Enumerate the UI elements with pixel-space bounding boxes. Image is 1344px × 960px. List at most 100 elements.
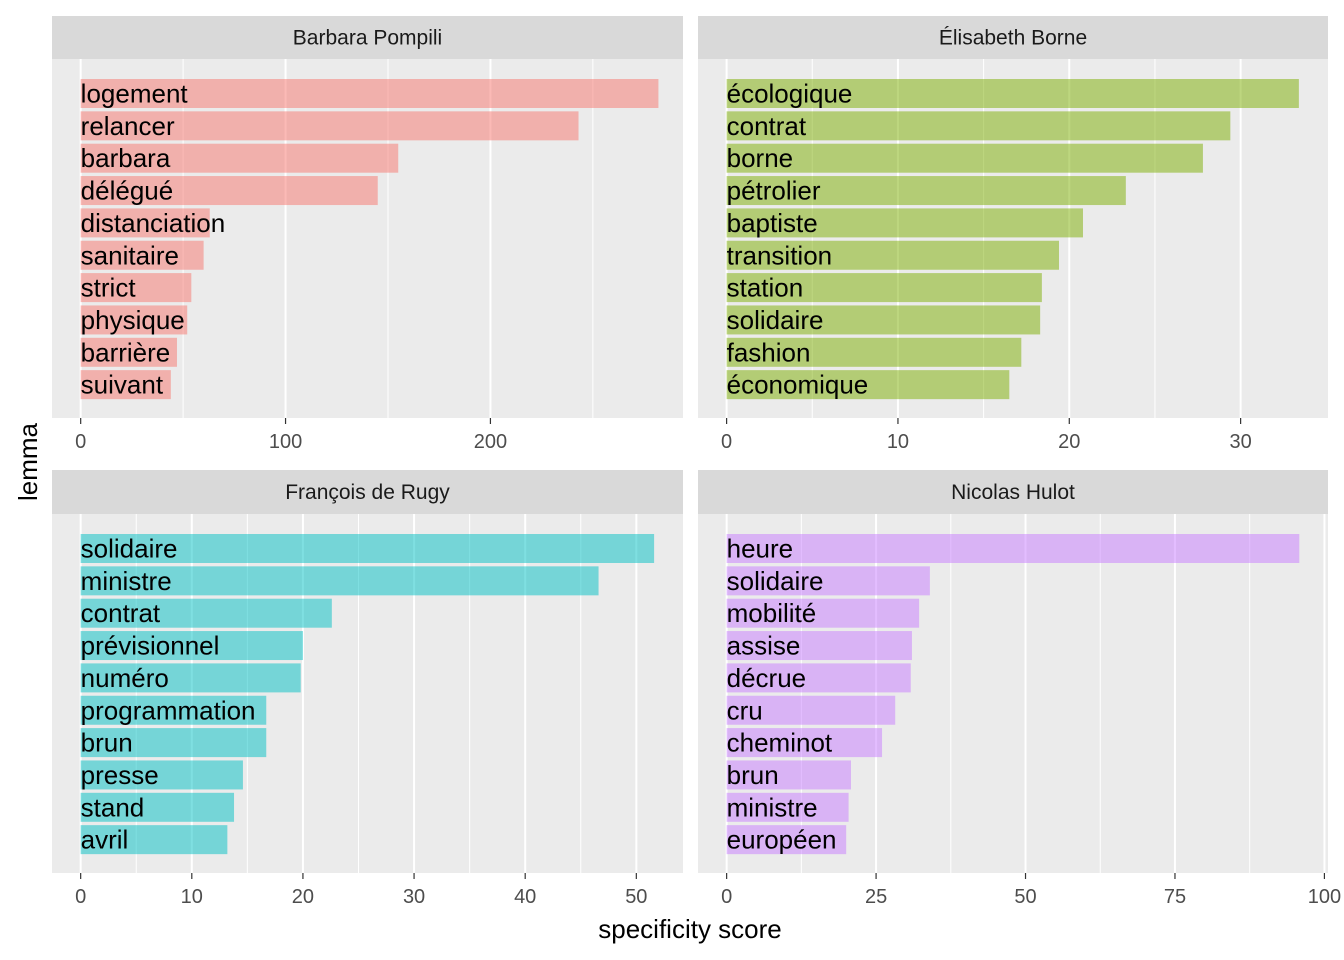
- bar-label: cheminot: [727, 728, 833, 758]
- bar-sanitaire: [80, 240, 204, 270]
- x-tick-label: 40: [514, 886, 536, 908]
- bar-label: stand: [81, 792, 145, 822]
- bar-label: brun: [81, 728, 133, 758]
- panel-3: Nicolas Hulot 0 25 50 75 100 heuresolidairemob…: [698, 470, 1341, 908]
- x-tick-label: 10: [181, 886, 203, 908]
- bar-fashion: [726, 337, 1022, 367]
- x-tick-label: 0: [721, 886, 732, 908]
- x-tick-label: 100: [269, 431, 302, 453]
- bar-label: borne: [727, 143, 794, 173]
- bar-label: presse: [81, 760, 159, 790]
- bar-contrat: [726, 111, 1231, 141]
- bar-décrue: [726, 663, 911, 693]
- bar-solidaire: [80, 534, 655, 563]
- facet-strip-label: François de Rugy: [285, 481, 450, 504]
- bar-label: transition: [727, 240, 833, 270]
- facet-strip: [698, 470, 1328, 514]
- facet-strip-label: Barbara Pompili: [293, 27, 442, 50]
- bar-label: relancer: [81, 111, 175, 141]
- bar-borne: [726, 143, 1203, 173]
- bar-label: strict: [81, 273, 137, 303]
- bar-station: [726, 273, 1042, 303]
- bar-label: solidaire: [727, 566, 824, 596]
- bar-label: baptiste: [727, 208, 818, 238]
- bar-suivant: [80, 370, 171, 400]
- bar-label: délégué: [81, 176, 174, 206]
- bar-label: barrière: [81, 337, 171, 367]
- bar-brun: [80, 728, 267, 758]
- bar-avril: [80, 825, 228, 855]
- bar-label: décrue: [727, 663, 807, 693]
- bar-label: programmation: [81, 695, 256, 725]
- bar-mobilité: [726, 598, 920, 628]
- bar-délégué: [80, 176, 378, 206]
- x-tick-label: 25: [865, 886, 887, 908]
- bar-label: sanitaire: [81, 240, 179, 270]
- bar-label: barbara: [81, 143, 171, 173]
- bar-label: contrat: [81, 598, 161, 628]
- x-tick-label: 50: [625, 886, 647, 908]
- bar-européen: [726, 825, 847, 855]
- bar-label: prévisionnel: [81, 631, 220, 661]
- facet-strip-label: Élisabeth Borne: [939, 27, 1087, 50]
- bar-label: station: [727, 273, 804, 303]
- x-tick-label: 30: [403, 886, 425, 908]
- bar-économique: [726, 370, 1010, 400]
- bar-numéro: [80, 663, 301, 693]
- bar-baptiste: [726, 208, 1083, 238]
- x-axis-title: specificity score: [598, 914, 782, 944]
- bar-brun: [726, 760, 851, 790]
- bar-label: pétrolier: [727, 176, 821, 206]
- bar-relancer: [80, 111, 579, 141]
- bar-écologique: [726, 79, 1299, 108]
- bar-logement: [80, 79, 659, 108]
- bar-stand: [80, 792, 235, 822]
- bar-label: physique: [81, 305, 185, 335]
- y-axis-title: lemma: [13, 422, 43, 501]
- bar-cru: [726, 695, 896, 725]
- x-tick-label: 10: [887, 431, 909, 453]
- bar-ministre: [726, 792, 849, 822]
- bar-distanciation: [80, 208, 210, 238]
- x-tick-label: 0: [75, 886, 86, 908]
- bar-label: européen: [727, 825, 837, 855]
- bar-label: suivant: [81, 370, 164, 400]
- bar-label: ministre: [81, 566, 172, 596]
- facet-strip: [52, 16, 683, 59]
- bar-assise: [726, 631, 912, 661]
- bar-presse: [80, 760, 243, 790]
- bar-label: brun: [727, 760, 779, 790]
- bar-contrat: [80, 598, 332, 628]
- bar-ministre: [80, 566, 599, 596]
- facet-strip: [698, 16, 1328, 59]
- bar-label: solidaire: [727, 305, 824, 335]
- facet-strip: [52, 470, 683, 514]
- bar-programmation: [80, 695, 267, 725]
- bar-label: numéro: [81, 663, 169, 693]
- bar-solidaire: [726, 305, 1041, 335]
- bar-label: contrat: [727, 111, 807, 141]
- bar-label: cru: [727, 695, 763, 725]
- bar-label: ministre: [727, 792, 818, 822]
- x-tick-label: 200: [474, 431, 507, 453]
- bar-strict: [80, 273, 192, 303]
- bar-label: distanciation: [81, 208, 226, 238]
- bar-label: logement: [81, 79, 189, 109]
- bar-barbara: [80, 143, 399, 173]
- bar-label: heure: [727, 534, 794, 564]
- bar-heure: [726, 534, 1300, 563]
- bar-label: écologique: [727, 79, 853, 109]
- x-tick-label: 0: [721, 431, 732, 453]
- bar-cheminot: [726, 728, 883, 758]
- x-tick-label: 20: [292, 886, 314, 908]
- bar-solidaire: [726, 566, 930, 596]
- x-tick-label: 20: [1058, 431, 1080, 453]
- bar-label: fashion: [727, 337, 811, 367]
- x-tick-label: 0: [75, 431, 86, 453]
- bar-label: solidaire: [81, 534, 178, 564]
- bar-label: économique: [727, 370, 869, 400]
